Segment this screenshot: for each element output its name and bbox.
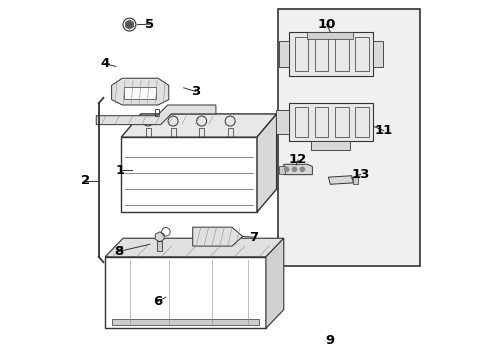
Bar (314, 107, 327, 137)
Bar (294, 37, 307, 71)
Bar (105, 257, 265, 328)
Bar (278, 166, 284, 174)
Polygon shape (192, 227, 242, 246)
Text: 9: 9 (325, 333, 334, 347)
Bar (306, 32, 353, 39)
Polygon shape (328, 176, 353, 184)
Bar (334, 37, 348, 71)
Bar (157, 241, 162, 251)
Polygon shape (96, 105, 216, 125)
Circle shape (284, 167, 288, 171)
Circle shape (125, 21, 133, 28)
Text: 6: 6 (153, 295, 163, 308)
Bar (354, 37, 368, 71)
Text: 5: 5 (144, 18, 154, 31)
Text: 3: 3 (190, 85, 200, 98)
Polygon shape (121, 114, 276, 137)
Bar (121, 137, 257, 212)
Bar (314, 37, 327, 71)
Polygon shape (111, 78, 168, 105)
Polygon shape (155, 232, 164, 242)
Bar (155, 109, 159, 116)
Bar (310, 141, 349, 150)
Bar (279, 41, 288, 67)
Text: 1: 1 (115, 164, 124, 177)
Bar (354, 107, 368, 137)
Text: 11: 11 (374, 124, 392, 137)
Text: 2: 2 (81, 174, 90, 187)
Bar (372, 41, 382, 67)
Bar (294, 107, 307, 137)
Bar (353, 177, 357, 184)
Bar (170, 128, 175, 137)
Bar (199, 128, 203, 137)
Bar (288, 32, 372, 76)
Bar (278, 9, 419, 266)
Bar (334, 107, 348, 137)
Text: 8: 8 (114, 245, 123, 258)
Polygon shape (283, 164, 312, 175)
Polygon shape (105, 238, 283, 257)
Text: 12: 12 (288, 153, 306, 166)
Text: 13: 13 (351, 168, 369, 181)
Text: 7: 7 (248, 231, 258, 244)
Polygon shape (124, 87, 156, 99)
Bar (112, 319, 258, 325)
Bar (145, 128, 150, 137)
Bar (227, 128, 232, 137)
Circle shape (300, 167, 304, 171)
Bar (288, 103, 372, 141)
Polygon shape (265, 238, 283, 328)
Polygon shape (257, 114, 276, 212)
Bar (275, 111, 288, 134)
Circle shape (292, 167, 296, 171)
Text: 4: 4 (101, 57, 110, 71)
Text: 10: 10 (317, 18, 335, 31)
